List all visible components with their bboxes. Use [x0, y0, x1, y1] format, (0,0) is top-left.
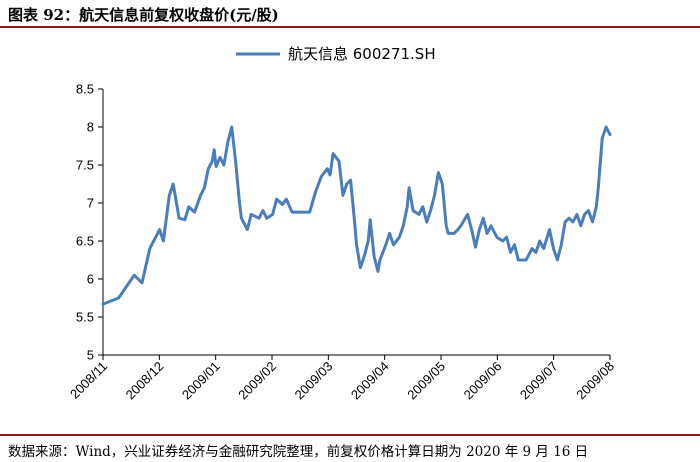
x-tick-label: 2009/02: [235, 359, 279, 403]
x-tick-label: 2008/11: [67, 359, 110, 402]
y-tick-label: 6.5: [76, 234, 94, 249]
x-tick-label: 2009/01: [179, 359, 223, 403]
price-line: [101, 125, 612, 306]
y-tick-label: 5: [87, 348, 94, 363]
y-tick-label: 6: [87, 272, 94, 287]
legend: 航天信息 600271.SH: [236, 45, 436, 63]
x-tick-label: 2008/12: [123, 359, 167, 403]
y-tick-label: 5.5: [76, 310, 94, 325]
x-tick-label: 2009/04: [348, 359, 392, 403]
y-axis: [98, 88, 104, 356]
figure-title: 图表 92：航天信息前复权收盘价(元/股): [8, 6, 279, 24]
source-note: 数据来源：Wind，兴业证券经济与金融研究院整理，前复权价格计算日期为 2020…: [8, 444, 589, 460]
y-tick-label: 8: [87, 120, 94, 135]
top-rule: [0, 26, 700, 28]
bottom-rule: [0, 434, 700, 436]
y-tick-labels: 5 5.5 6 6.5 7 7.5 8 8.5: [76, 82, 94, 363]
x-tick-label: 2009/03: [292, 359, 336, 403]
y-tick-label: 8.5: [76, 82, 94, 97]
x-tick-label: 2009/06: [461, 359, 505, 403]
legend-label: 航天信息 600271.SH: [288, 45, 436, 63]
x-tick-label: 2009/07: [517, 359, 561, 403]
x-tick-label: 2009/08: [573, 359, 617, 403]
x-axis: [102, 354, 611, 360]
line-chart: 航天信息 600271.SH 55.566.577.588.5 2008/11 2…: [67, 45, 617, 403]
x-tick-labels: 2008/11 2008/12 2009/01 2009/02 2009/03 2009/…: [67, 359, 617, 403]
x-tick-label: 2009/05: [404, 359, 448, 403]
y-tick-label: 7.5: [76, 158, 94, 173]
y-tick-label: 7: [87, 196, 94, 211]
